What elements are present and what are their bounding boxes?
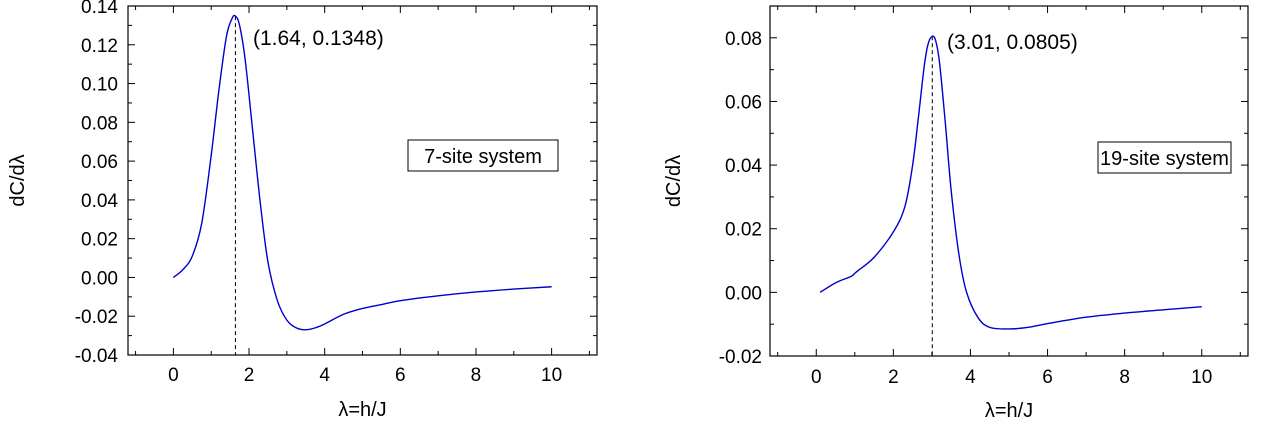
y-tick-label: 0.04 [81,191,118,212]
y-tick-label: 0.10 [81,75,118,96]
x-tick-label: 6 [1042,367,1053,388]
x-tick-label: 8 [1119,367,1130,388]
x-tick-label: 2 [888,367,899,388]
y-tick-label: 0.08 [725,29,762,50]
y-tick-label: 0.06 [725,92,762,113]
y-tick-label: -0.02 [719,347,762,368]
y-tick-label: 0.04 [725,156,762,177]
y-tick-label: 0.00 [81,268,118,289]
x-axis-label: λ=h/J [985,400,1033,422]
x-tick-label: 2 [244,365,255,386]
y-axis-label: dC/dλ [7,154,29,206]
y-tick-label: 0.02 [725,220,762,241]
y-tick-label: 0.02 [81,230,118,251]
x-tick-label: 6 [395,365,406,386]
x-axis-label: λ=h/J [338,399,386,421]
plot-frame [769,5,1249,357]
system-label-box [407,139,559,172]
y-tick-label: 0.08 [81,113,118,134]
x-tick-label: 4 [319,365,330,386]
series-line [172,14,552,331]
left-chart-panel: -0.04 -0.02 0.00 0.02 0.04 0.06 0.08 0.10 0.12 0.… [7,0,598,421]
series-line [819,35,1202,330]
y-tick-label: 0.12 [81,36,118,57]
y-tick-label: 0.14 [81,0,118,18]
plot-frame [127,5,598,356]
x-tick-label: 10 [541,365,562,386]
system-label: 19-site system [1100,148,1229,170]
x-tick-label: 10 [1191,367,1212,388]
right-chart-panel: -0.02 0.00 0.02 0.04 0.06 0.08 0 2 4 6 8 10 λ=h/J dC/… [663,5,1249,422]
y-axis-label: dC/dλ [663,155,685,207]
y-tick-label: -0.04 [75,346,119,367]
y-tick-label: -0.02 [75,307,118,328]
y-tick-label: 0.06 [81,152,118,173]
peak-annotation: (1.64, 0.1348) [253,27,384,50]
peak-annotation: (3.01, 0.0805) [947,31,1078,54]
x-tick-label: 0 [168,365,179,386]
x-tick-label: 4 [965,367,976,388]
x-tick-label: 8 [471,365,482,386]
system-label-box [1097,141,1232,174]
x-tick-label: 0 [811,367,822,388]
y-tick-label: 0.00 [725,283,762,304]
system-label: 7-site system [424,146,542,168]
